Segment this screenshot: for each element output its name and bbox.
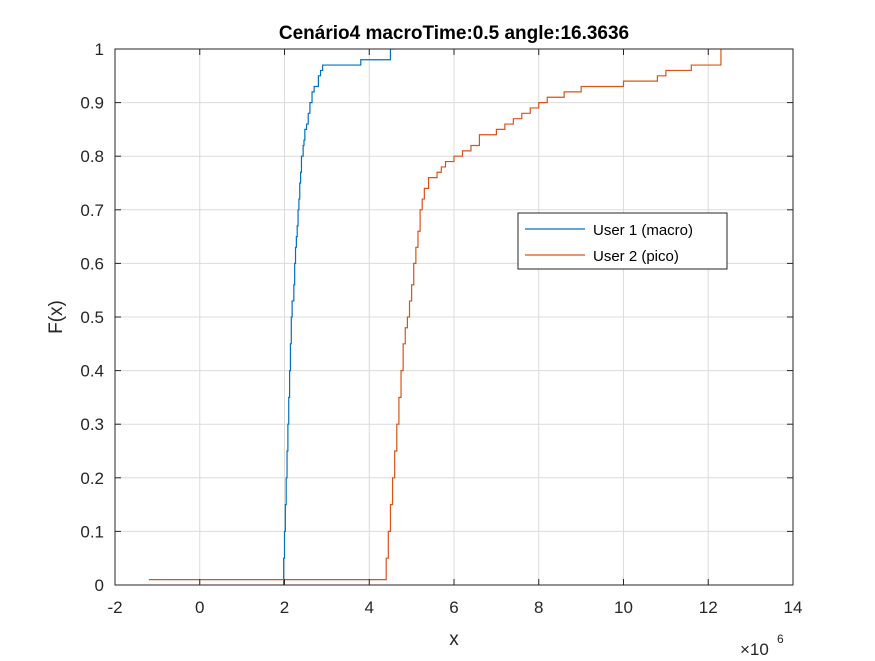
x-tick-label: 6	[449, 598, 458, 617]
x-tick-label: 14	[784, 598, 803, 617]
series-line-2	[148, 49, 722, 581]
chart-title: Cenário4 macroTime:0.5 angle:16.3636	[279, 23, 629, 44]
x-tick-label: 10	[614, 598, 633, 617]
legend-box	[517, 212, 728, 270]
y-tick-label: 0	[95, 576, 104, 595]
legend-label-user1: User 1 (macro)	[593, 222, 693, 239]
y-tick-label: 0.7	[80, 201, 104, 220]
y-tick-label: 0.6	[80, 254, 104, 273]
y-tick-label: 0.1	[80, 522, 104, 541]
x-tick-label: 12	[699, 598, 718, 617]
y-tick-label: 0.4	[80, 362, 104, 381]
y-tick-label: 1	[95, 40, 104, 59]
x-tick-label: 8	[534, 598, 543, 617]
y-tick-label: 0.5	[80, 308, 104, 327]
legend: User 1 (macro) User 2 (pico)	[517, 212, 728, 270]
x-multiplier-base: ×10	[740, 640, 769, 656]
x-tick-label: 2	[280, 598, 289, 617]
x-tick-label: 0	[195, 598, 204, 617]
y-tick-label: 0.2	[80, 469, 104, 488]
x-tick-labels: -2 0 2 4 6 8 10 12 14	[107, 598, 802, 617]
y-axis-title: F(x)	[46, 300, 67, 334]
y-tick-label: 0.9	[80, 94, 104, 113]
x-multiplier: ×10 6	[740, 632, 784, 659]
legend-label-user2: User 2 (pico)	[593, 248, 679, 265]
x-tick-label: -2	[107, 598, 122, 617]
y-tick-label: 0.8	[80, 147, 104, 166]
y-tick-labels: 0 0.1 0.2 0.3 0.4 0.5 0.6 0.7 0.8 0.9 1	[80, 40, 104, 595]
x-multiplier-exponent: 6	[777, 632, 784, 646]
ticks	[114, 48, 794, 586]
x-axis-title: x	[449, 629, 459, 650]
series-line-1	[283, 49, 395, 585]
x-tick-label: 4	[365, 598, 374, 617]
y-tick-label: 0.3	[80, 415, 104, 434]
series-layer	[148, 49, 722, 585]
